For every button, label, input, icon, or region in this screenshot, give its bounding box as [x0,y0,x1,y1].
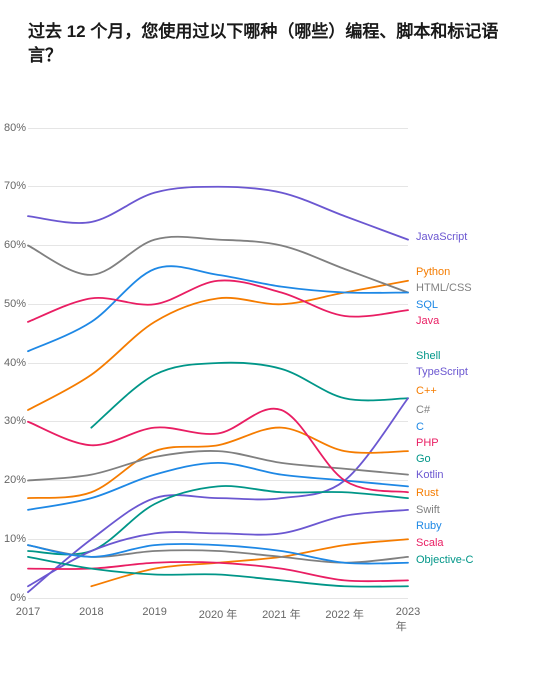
x-tick-label: 2021 年 [262,606,301,622]
y-tick-label: 80% [4,122,26,134]
legend-item-go: Go [416,453,431,465]
series-line-java [28,280,408,321]
y-tick-label: 40% [4,357,26,369]
y-tick-label: 70% [4,180,26,192]
y-tick-label: 20% [4,474,26,486]
legend-item-rust: Rust [416,487,439,499]
chart-container: 0%10%20%30%40%50%60%70%80% 2017201820192… [28,128,526,638]
series-line-html-css [28,236,408,292]
series-line-sql [28,266,408,351]
series-line-scala [28,562,408,581]
y-tick-label: 10% [4,533,26,545]
x-tick-label: 2022 年 [325,606,364,622]
legend-item-c: C [416,421,424,433]
legend-item-kotlin: Kotlin [416,469,444,481]
legend-item-c-: C++ [416,385,437,397]
x-axis: 2017201820192020 年2021 年2022 年2023 年 [28,606,408,626]
legend-item-java: Java [416,315,439,327]
legend: JavaScript Python HTML/CSS SQL Java Shell Type… [416,128,526,598]
series-line-c- [28,451,408,481]
legend-item-objective-c: Objective-C [416,554,473,566]
legend-item-sql: SQL [416,299,438,311]
legend-item-php: PHP [416,437,439,449]
legend-item-javascript: JavaScript [416,231,467,243]
plot-area [28,128,408,598]
legend-item-c-: C# [416,404,430,416]
legend-item-typescript: TypeScript [416,366,468,378]
series-line-javascript [28,186,408,239]
legend-item-swift: Swift [416,504,440,516]
series-line-objective-c [28,556,408,586]
legend-item-scala: Scala [416,537,444,549]
y-tick-label: 0% [10,592,26,604]
x-tick-label: 2019 [142,606,166,618]
y-axis: 0%10%20%30%40%50%60%70%80% [0,128,30,598]
x-tick-label: 2020 年 [199,606,238,622]
y-tick-label: 50% [4,298,26,310]
x-tick-label: 2018 [79,606,103,618]
legend-item-ruby: Ruby [416,520,442,532]
x-tick-label: 2017 [16,606,40,618]
x-tick-label: 2023 年 [396,606,420,634]
legend-item-html-css: HTML/CSS [416,282,472,294]
lines-layer [28,128,408,598]
y-tick-label: 60% [4,239,26,251]
legend-item-shell: Shell [416,350,440,362]
grid-line [28,598,408,599]
chart-title: 过去 12 个月，您使用过以下哪种（哪些）编程、脚本和标记语言？ [28,20,526,68]
y-tick-label: 30% [4,415,26,427]
legend-item-python: Python [416,266,450,278]
